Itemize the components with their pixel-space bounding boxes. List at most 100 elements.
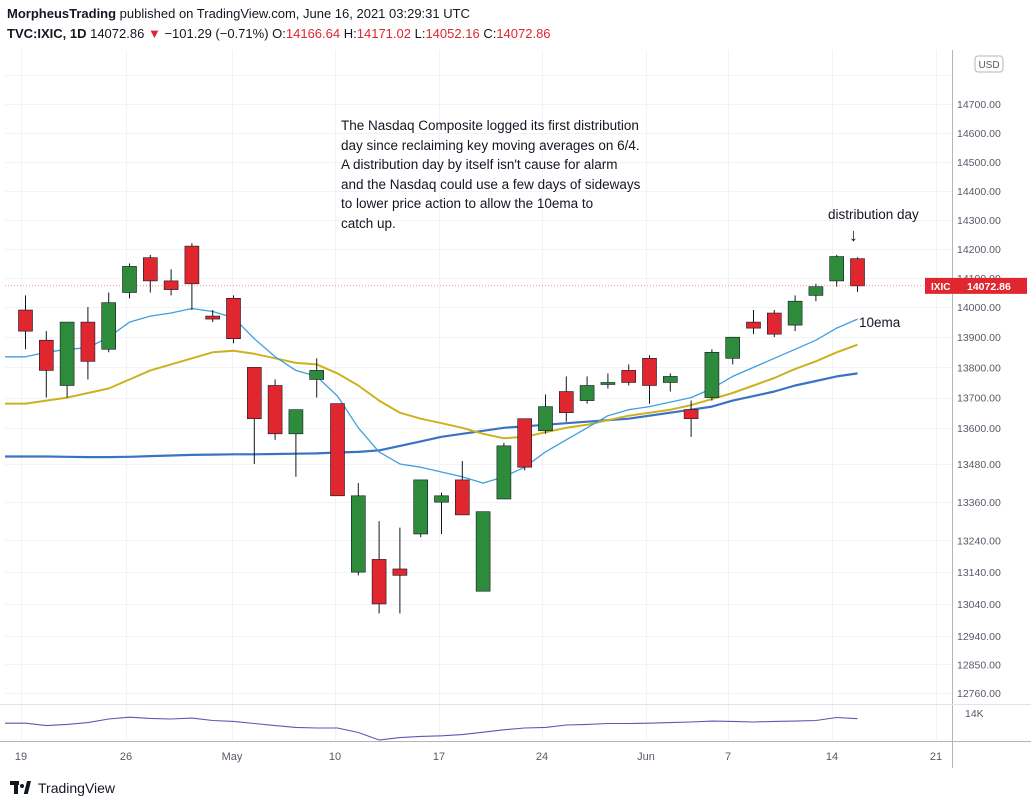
low-value: 14052.16 <box>425 26 480 41</box>
price-tick-label: 13360.00 <box>957 497 1001 509</box>
candle <box>163 269 179 296</box>
candle-body <box>725 336 741 359</box>
currency-badge <box>974 55 1004 73</box>
annotation-line: catch up. <box>341 215 396 231</box>
symbol-info-bar: TVC:IXIC, 1D 14072.86 ▼ −101.29 (−0.71%)… <box>7 25 551 42</box>
candle-body <box>163 280 179 290</box>
published-text: published on TradingView.com, June 16, 2… <box>116 6 470 21</box>
tradingview-logo-icon <box>10 781 32 795</box>
candle-body <box>309 370 325 380</box>
candle-body <box>662 376 678 383</box>
currency-label: USD <box>978 60 999 71</box>
candle-body <box>434 495 449 503</box>
time-tick-label: Jun <box>637 751 655 763</box>
candle-body <box>350 495 366 573</box>
candle <box>226 295 241 344</box>
candle <box>413 479 429 538</box>
candle-body <box>267 385 283 435</box>
candle <box>247 367 262 464</box>
high-label: H: <box>343 26 357 41</box>
candle-body <box>18 309 33 332</box>
time-tick-label: 7 <box>725 751 731 763</box>
symbol-label: TVC:IXIC, 1D <box>7 26 87 41</box>
time-tick-label: 14 <box>826 751 838 763</box>
distribution-day-label: distribution day <box>828 207 919 222</box>
candle-body <box>746 321 761 329</box>
open-label: O: <box>272 26 286 41</box>
volume-scale-label: 14K <box>965 708 984 720</box>
candles <box>18 243 865 614</box>
candle <box>725 336 741 365</box>
candle-body <box>621 370 637 383</box>
candle <box>18 295 33 350</box>
price-tick-label: 13040.00 <box>957 599 1001 611</box>
price-axis: 14700.00 14600.00 14500.00 14400.00 14300.00… <box>957 99 1001 700</box>
candle <box>38 331 54 398</box>
price-tick-label: 12940.00 <box>957 631 1001 643</box>
tradingview-brand: TradingView <box>38 780 116 796</box>
annotation-line: to lower price action to allow the 10ema… <box>341 196 594 211</box>
candle <box>205 310 220 323</box>
candle-body <box>101 302 116 350</box>
price-tick-label: 13140.00 <box>957 567 1001 579</box>
price-tick-label: 14500.00 <box>957 157 1001 169</box>
price-tick-label: 12760.00 <box>957 688 1001 700</box>
candle-body <box>80 321 96 362</box>
candle <box>122 263 137 299</box>
candle <box>288 409 304 477</box>
candle <box>746 310 761 335</box>
candle <box>642 355 657 404</box>
candle <box>600 373 616 389</box>
candle-body <box>766 312 782 335</box>
candle-body <box>517 418 533 468</box>
annotation-line: The Nasdaq Composite logged its first di… <box>341 118 639 133</box>
candle <box>309 358 325 398</box>
candle-body <box>330 403 345 497</box>
time-tick-label: 21 <box>930 751 942 763</box>
price-tick-label: 14200.00 <box>957 244 1001 256</box>
last-price-tag <box>925 277 1027 294</box>
change-down-icon: ▼ <box>147 26 161 41</box>
candle <box>683 400 699 437</box>
tradingview-logo[interactable]: TradingView <box>10 780 115 796</box>
price-tick-label: 13480.00 <box>957 459 1001 471</box>
down-arrow-icon: ↓ <box>849 225 858 245</box>
ema10-label: 10ema <box>859 315 901 330</box>
candle <box>475 511 491 592</box>
annotation-commentary: The Nasdaq Composite logged its first di… <box>341 116 681 233</box>
close-value: 14072.86 <box>496 26 551 41</box>
candle <box>558 376 574 422</box>
last-price-tag-symbol: IXIC <box>931 282 950 293</box>
candle-body <box>787 300 803 326</box>
volume-line <box>5 716 858 741</box>
candle <box>454 460 470 516</box>
moving-average-yellow-line <box>5 343 858 440</box>
price-tick-label: 14000.00 <box>957 302 1001 314</box>
candle <box>350 483 366 576</box>
author-name[interactable]: MorpheusTrading <box>7 6 117 21</box>
candle-body <box>538 406 553 432</box>
price-tick-label: 13900.00 <box>957 332 1001 344</box>
candle <box>829 254 845 287</box>
time-tick-label: May <box>222 751 243 763</box>
price-tick-label: 13600.00 <box>957 423 1001 435</box>
candle <box>184 243 200 311</box>
candle-body <box>288 409 304 435</box>
price-tick-label: 14400.00 <box>957 186 1001 198</box>
candle <box>267 379 283 440</box>
candle-body <box>205 315 220 320</box>
candle <box>143 254 158 293</box>
candle-body <box>829 256 845 282</box>
candle <box>850 257 865 292</box>
price-tick-label: 13700.00 <box>957 393 1001 405</box>
candle-body <box>371 559 387 605</box>
candle-body <box>850 258 865 287</box>
candle <box>621 364 637 386</box>
candle-body <box>808 286 824 296</box>
candle <box>101 292 116 353</box>
price-tick-label: 13800.00 <box>957 362 1001 374</box>
candle-body <box>558 391 574 413</box>
high-value: 14171.02 <box>356 26 411 41</box>
annotation-line: day since reclaiming key moving averages… <box>341 137 640 153</box>
